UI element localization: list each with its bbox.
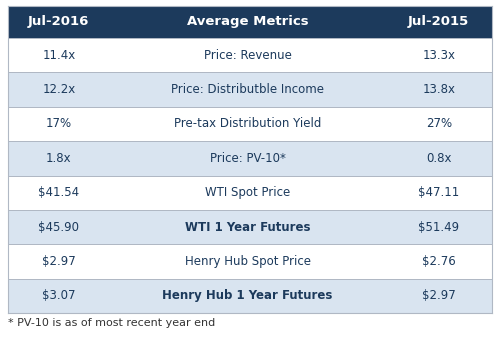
Text: Price: Distributble Income: Price: Distributble Income [171,83,324,96]
Bar [110,210,386,244]
Text: WTI 1 Year Futures: WTI 1 Year Futures [185,220,310,234]
Bar [110,176,386,210]
Text: 0.8x: 0.8x [426,152,452,165]
Text: * PV-10 is as of most recent year end: * PV-10 is as of most recent year end [8,318,215,328]
Bar [110,6,386,38]
Bar [8,107,110,141]
Text: $41.54: $41.54 [38,186,80,199]
Bar [386,107,492,141]
Text: $45.90: $45.90 [38,220,80,234]
Text: Pre-tax Distribution Yield: Pre-tax Distribution Yield [174,117,322,130]
Bar [8,176,110,210]
Text: Average Metrics: Average Metrics [187,16,308,29]
Bar [110,72,386,107]
Text: Price: PV-10*: Price: PV-10* [210,152,286,165]
Bar [386,6,492,38]
Bar [386,72,492,107]
Text: 17%: 17% [46,117,72,130]
Text: $47.11: $47.11 [418,186,460,199]
Bar [110,279,386,313]
Bar [386,176,492,210]
Bar [8,72,110,107]
Text: 13.8x: 13.8x [422,83,456,96]
Text: Henry Hub 1 Year Futures: Henry Hub 1 Year Futures [162,289,333,302]
Bar [8,279,110,313]
Text: $2.76: $2.76 [422,255,456,268]
Bar [8,244,110,279]
Text: 13.3x: 13.3x [422,49,456,62]
Text: $2.97: $2.97 [422,289,456,302]
Text: Henry Hub Spot Price: Henry Hub Spot Price [184,255,310,268]
Text: 27%: 27% [426,117,452,130]
Bar [386,141,492,176]
Bar [110,107,386,141]
Bar [8,6,110,38]
Text: $2.97: $2.97 [42,255,76,268]
Text: 12.2x: 12.2x [42,83,76,96]
Bar [386,244,492,279]
Text: Jul-2015: Jul-2015 [408,16,470,29]
Bar [386,210,492,244]
Bar [110,38,386,72]
Text: $51.49: $51.49 [418,220,460,234]
Text: 1.8x: 1.8x [46,152,72,165]
Bar [8,38,110,72]
Text: 11.4x: 11.4x [42,49,76,62]
Bar [8,141,110,176]
Text: WTI Spot Price: WTI Spot Price [205,186,290,199]
Bar [110,141,386,176]
Bar [386,38,492,72]
Text: $3.07: $3.07 [42,289,76,302]
Text: Jul-2016: Jul-2016 [28,16,90,29]
Bar [8,210,110,244]
Bar [110,244,386,279]
Text: Price: Revenue: Price: Revenue [204,49,292,62]
Bar [386,279,492,313]
